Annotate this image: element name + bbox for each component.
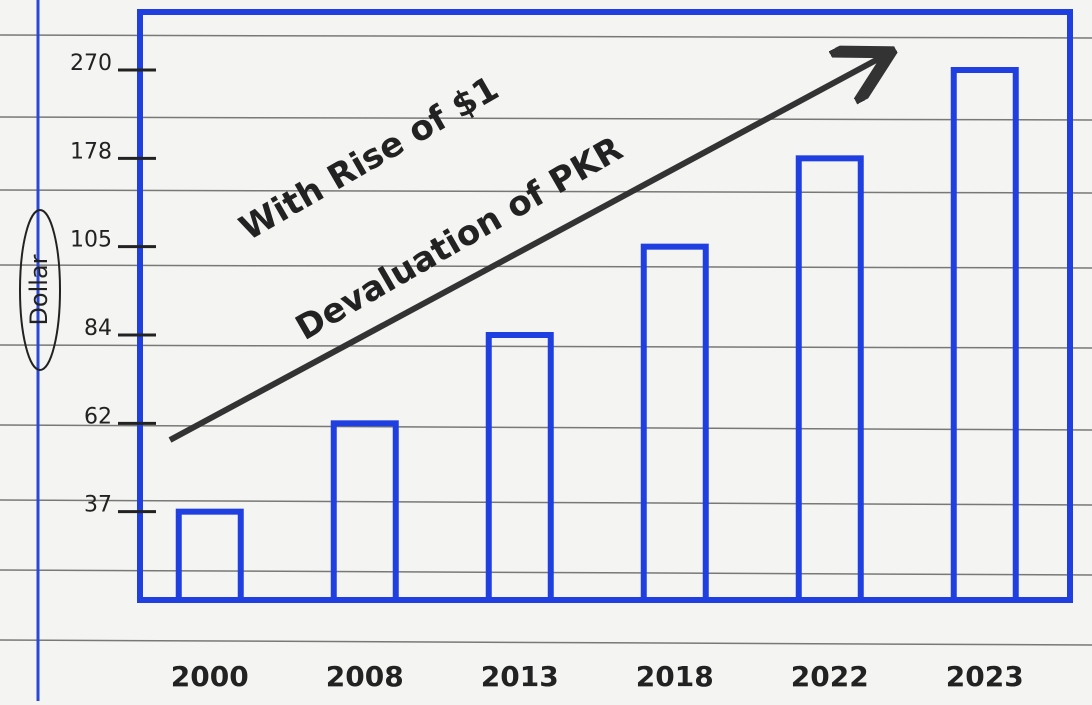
x-tick-label: 2018 (636, 660, 714, 693)
x-tick-label: 2013 (481, 660, 559, 693)
bar (640, 243, 709, 604)
bar (175, 508, 244, 603)
y-tick-label: 270 (70, 51, 112, 76)
x-tick-label: 2000 (171, 660, 249, 693)
y-tick-label: 84 (84, 316, 112, 341)
y-tick-label: 37 (84, 493, 112, 518)
y-tick-label: 178 (70, 139, 112, 164)
plot-frame (137, 9, 1073, 603)
bar (330, 420, 399, 604)
label-circle (19, 209, 61, 371)
x-tick-label: 2008 (326, 660, 404, 693)
bar (950, 67, 1019, 603)
bar (795, 155, 864, 603)
y-tick-label: 105 (70, 228, 112, 253)
y-axis-label: Dollar (25, 254, 53, 325)
x-tick-label: 2023 (946, 660, 1024, 693)
trend-arrow (168, 58, 880, 443)
x-tick-label: 2022 (791, 660, 869, 693)
y-tick-label: 62 (84, 404, 112, 429)
bar (485, 332, 554, 603)
